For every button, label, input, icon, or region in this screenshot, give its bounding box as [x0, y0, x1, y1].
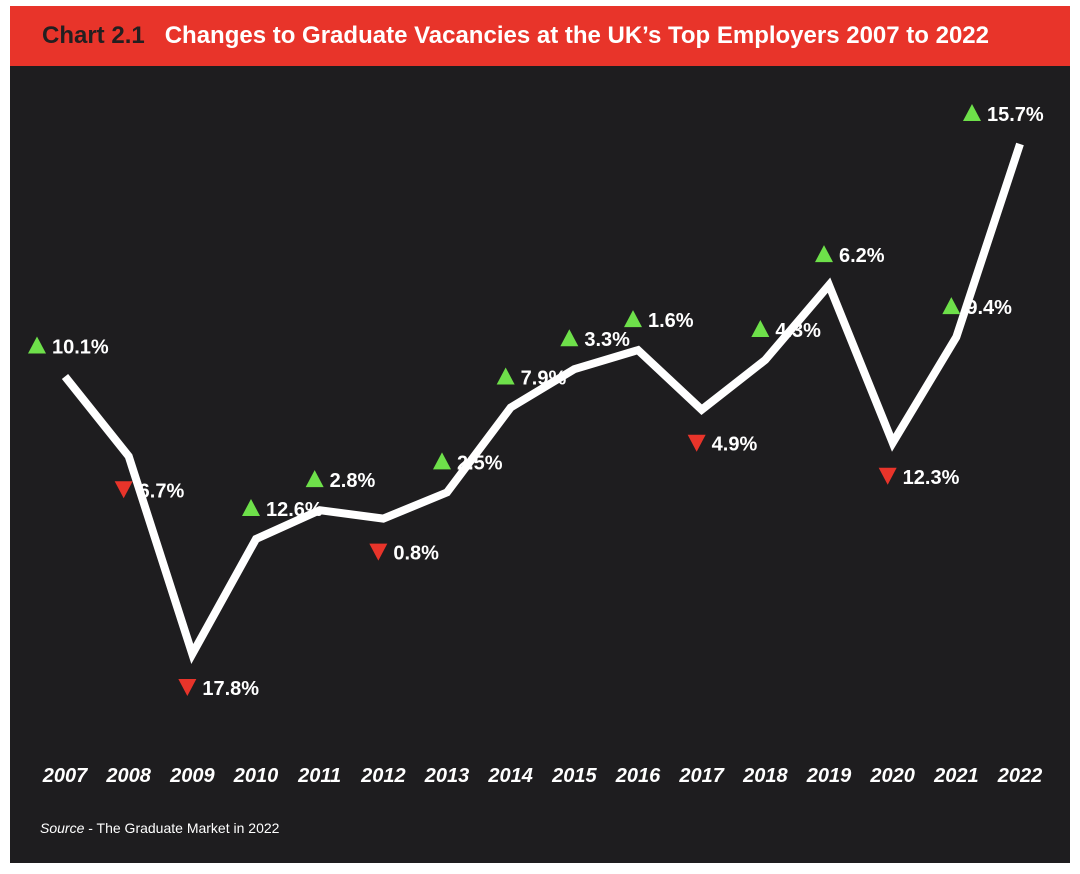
- chart-number-label: Chart 2.1: [42, 22, 145, 49]
- change-label-2017: 4.9%: [712, 434, 758, 456]
- chart-title: Changes to Graduate Vacancies at the UK’…: [164, 22, 989, 49]
- line-chart: 10.1% 6.7% 17.8% 12.6% 2.8% 0.8% 2.5% 7.9% 3.3% 1…: [28, 104, 1044, 787]
- x-tick-label-2022: 2022: [997, 765, 1043, 787]
- up-arrow-icon-2021: [942, 297, 961, 315]
- down-arrow-icon-2020: [878, 467, 897, 485]
- up-arrow-icon-2007: [28, 336, 46, 354]
- x-tick-label-2021: 2021: [933, 765, 979, 787]
- change-label-2008: 6.7%: [139, 480, 185, 502]
- up-arrow-icon-2010: [242, 498, 260, 516]
- up-arrow-icon-2013: [433, 452, 451, 470]
- change-label-2021: 9.4%: [966, 297, 1012, 319]
- change-label-2016: 1.6%: [648, 310, 694, 332]
- x-tick-label-2019: 2019: [806, 765, 852, 787]
- change-label-2022: 15.7%: [987, 104, 1044, 126]
- x-tick-label-2011: 2011: [297, 765, 341, 787]
- change-label-2012: 0.8%: [393, 543, 439, 565]
- change-label-2010: 12.6%: [266, 499, 323, 521]
- x-tick-label-2015: 2015: [551, 765, 597, 787]
- down-arrow-icon-2017: [687, 434, 706, 452]
- x-tick-label-2018: 2018: [742, 765, 788, 787]
- x-tick-label-2007: 2007: [42, 765, 88, 787]
- change-label-2009: 17.8%: [202, 678, 259, 700]
- x-tick-label-2013: 2013: [424, 765, 470, 787]
- x-tick-label-2010: 2010: [233, 765, 279, 787]
- chart-header: Chart 2.1 Changes to Graduate Vacancies …: [10, 6, 1070, 66]
- x-tick-label-2016: 2016: [615, 765, 661, 787]
- up-arrow-icon-2014: [496, 367, 515, 385]
- change-label-2019: 6.2%: [839, 245, 885, 267]
- up-arrow-icon-2016: [624, 310, 642, 328]
- source-note: Source - The Graduate Market in 2022: [40, 820, 279, 836]
- change-label-2015: 3.3%: [584, 329, 630, 351]
- x-tick-label-2009: 2009: [169, 765, 215, 787]
- down-arrow-icon-2012: [369, 543, 388, 561]
- x-tick-label-2012: 2012: [360, 765, 406, 787]
- change-label-2014: 7.9%: [521, 368, 567, 390]
- up-arrow-icon-2022: [963, 104, 981, 121]
- down-arrow-icon-2009: [178, 679, 197, 696]
- source-label: Source: [40, 820, 85, 836]
- change-label-2011: 2.8%: [330, 470, 376, 492]
- change-label-2018: 4.3%: [775, 320, 821, 342]
- up-arrow-icon-2019: [815, 245, 833, 263]
- chart-panel: 10.1% 6.7% 17.8% 12.6% 2.8% 0.8% 2.5% 7.9% 3.3% 1…: [10, 66, 1070, 863]
- x-tick-label-2017: 2017: [678, 765, 724, 787]
- x-tick-label-2014: 2014: [487, 765, 533, 787]
- series-line: [61, 142, 1024, 665]
- x-tick-label-2008: 2008: [105, 765, 151, 787]
- up-arrow-icon-2011: [305, 470, 324, 488]
- x-tick-label-2020: 2020: [869, 765, 915, 787]
- change-label-2020: 12.3%: [903, 467, 960, 489]
- change-label-2013: 2.5%: [457, 452, 503, 474]
- up-arrow-icon-2018: [751, 319, 770, 337]
- change-label-2007: 10.1%: [52, 337, 109, 359]
- source-text: - The Graduate Market in 2022: [84, 820, 280, 836]
- down-arrow-icon-2008: [114, 481, 133, 499]
- up-arrow-icon-2015: [560, 329, 579, 347]
